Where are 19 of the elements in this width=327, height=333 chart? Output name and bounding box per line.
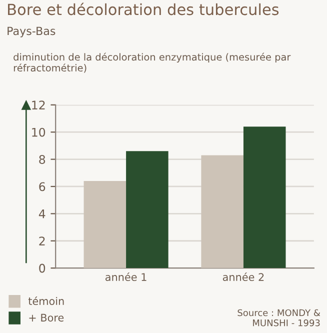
legend-label: + Bore <box>29 314 64 322</box>
source-note: Source : MONDY & MUNSHI - 1993 <box>238 309 320 326</box>
chart-title: Bore et décoloration des tubercules <box>8 2 279 16</box>
bar <box>201 155 244 268</box>
y-tick-label: 8 <box>39 155 46 164</box>
bar <box>126 151 168 268</box>
y-tick-label: 0 <box>39 264 46 273</box>
bar <box>84 181 126 268</box>
y-tick-label: 6 <box>39 182 46 192</box>
y-tick-label: 10 <box>32 128 46 137</box>
bar <box>243 126 286 268</box>
y-tick-label: 4 <box>38 210 46 218</box>
y-axis-title: diminution de la décoloration enzymatique (mesurée par réfractométrie) <box>14 52 291 73</box>
y-tick-label: 12 <box>32 100 45 110</box>
y-tick-label: 2 <box>39 236 45 246</box>
x-tick-label: année 2 <box>222 272 264 281</box>
x-tick-label: année 1 <box>105 272 146 281</box>
chart-subtitle: Pays-Bas <box>8 26 56 38</box>
legend-label: témoin <box>28 296 64 306</box>
